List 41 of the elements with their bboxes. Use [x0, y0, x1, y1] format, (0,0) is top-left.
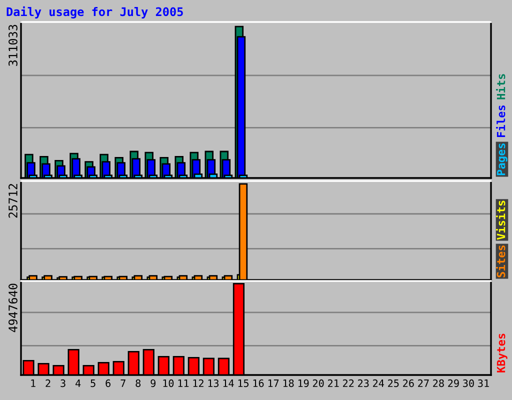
x-tick-label: 23 [358, 379, 369, 388]
x-tick-label: 20 [312, 379, 324, 388]
x-tick-label: 11 [178, 380, 189, 387]
text: Files [496, 105, 506, 138]
text: 311033 [8, 24, 18, 66]
x-tick-label: 13 [208, 379, 219, 388]
x-tick-label: 15 [238, 380, 249, 388]
x-tick-label: 16 [253, 379, 264, 388]
text: 4947640 [8, 284, 18, 332]
text: Hits [496, 74, 506, 100]
x-tick-label: 3 [60, 379, 66, 388]
x-tick-label: 19 [298, 379, 309, 388]
text: 25712 [8, 184, 18, 218]
x-tick-label: 22 [342, 379, 354, 387]
x-tick-label: 9 [150, 379, 156, 388]
x-tick-label: 30 [463, 379, 474, 388]
chart-title: Daily usage for July 2005 [6, 6, 183, 18]
x-tick-label: 14 [223, 380, 234, 387]
x-tick-label: 29 [448, 379, 459, 388]
x-tick-label: 25 [388, 379, 399, 388]
x-tick-label: 10 [163, 379, 174, 388]
x-tick-label: 26 [403, 379, 414, 388]
text: Visits [496, 200, 506, 240]
x-tick-label: 8 [136, 379, 141, 388]
x-tick-label: 4 [76, 380, 81, 387]
x-tick-label: 6 [106, 379, 110, 388]
x-tick-label: 27 [418, 379, 429, 387]
x-tick-label: 18 [283, 379, 294, 388]
x-tick-label: 1 [31, 380, 36, 387]
x-tick-label: 5 [90, 380, 96, 388]
x-tick-label: 2 [46, 379, 50, 387]
x-tick-label: 21 [328, 379, 339, 387]
x-tick-label: 12 [193, 379, 204, 387]
x-tick-label: 28 [433, 379, 444, 388]
x-tick-label: 7 [120, 380, 126, 387]
x-tick-label: 17 [268, 380, 279, 387]
text: KBytes [496, 334, 508, 372]
text: Pages [496, 143, 508, 176]
x-tick-label: 24 [373, 379, 384, 387]
x-tick-label: 31 [478, 379, 489, 388]
text: Sites [496, 245, 506, 278]
